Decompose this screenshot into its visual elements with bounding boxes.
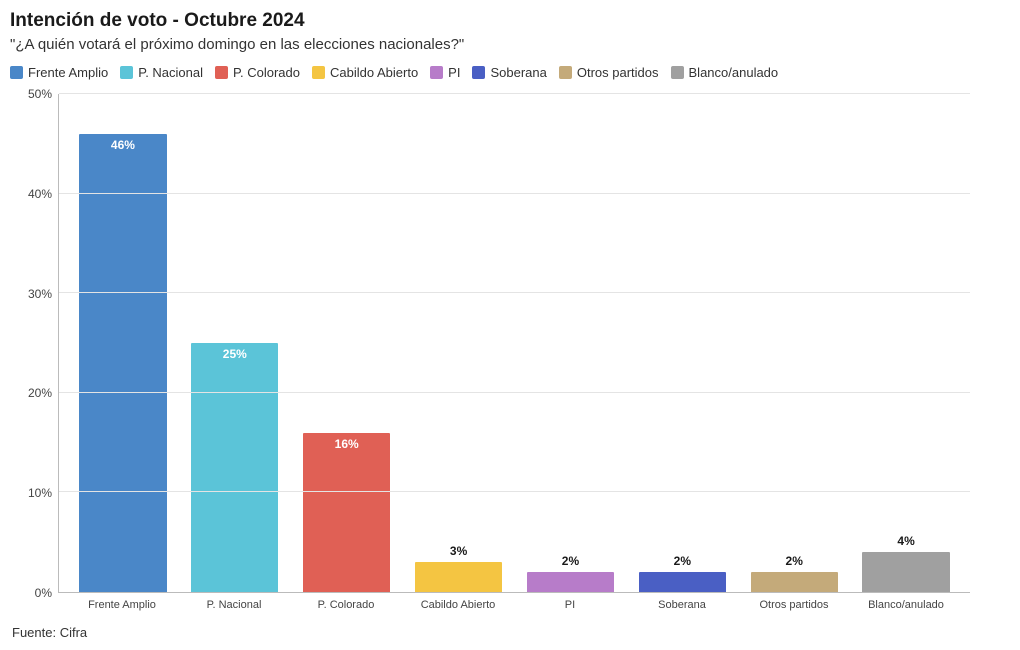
bar: 3%: [415, 562, 502, 592]
bar: 46%: [79, 134, 166, 592]
bar: 25%: [191, 343, 278, 592]
legend-item: Blanco/anulado: [671, 65, 779, 80]
chart-subtitle: "¿A quién votará el próximo domingo en l…: [10, 36, 1010, 53]
x-axis-label: PI: [514, 593, 626, 611]
legend-swatch: [215, 66, 228, 79]
legend: Frente Amplio P. Nacional P. Colorado Cabil…: [10, 65, 1010, 80]
x-axis-label: Otros partidos: [738, 593, 850, 611]
legend-swatch: [671, 66, 684, 79]
legend-item: Otros partidos: [559, 65, 659, 80]
y-tick: 0%: [12, 586, 52, 600]
y-tick: 30%: [12, 287, 52, 301]
bar-value-label: 16%: [335, 437, 359, 451]
legend-item: P. Nacional: [120, 65, 203, 80]
bars-container: 46% 25% 16% 3% 2% 2% 2% 4%: [59, 94, 970, 592]
grid-line: [59, 491, 970, 492]
legend-label: P. Nacional: [138, 65, 203, 80]
legend-item: Cabildo Abierto: [312, 65, 418, 80]
bar-value-label: 4%: [897, 534, 914, 548]
bar-slot: 25%: [179, 94, 291, 592]
legend-label: Frente Amplio: [28, 65, 108, 80]
legend-label: P. Colorado: [233, 65, 300, 80]
bar-value-label: 2%: [674, 554, 691, 568]
y-tick: 40%: [12, 187, 52, 201]
grid-line: [59, 392, 970, 393]
legend-label: Blanco/anulado: [689, 65, 779, 80]
bar-value-label: 46%: [111, 138, 135, 152]
legend-item: PI: [430, 65, 460, 80]
x-axis-label: Blanco/anulado: [850, 593, 962, 611]
legend-swatch: [10, 66, 23, 79]
y-axis: 0%10%20%30%40%50%: [10, 94, 58, 593]
legend-swatch: [312, 66, 325, 79]
x-axis-label: Frente Amplio: [66, 593, 178, 611]
x-axis-label: Cabildo Abierto: [402, 593, 514, 611]
x-axis-label: Soberana: [626, 593, 738, 611]
bar-value-label: 25%: [223, 347, 247, 361]
bar: 4%: [862, 552, 949, 592]
plot-area: 46% 25% 16% 3% 2% 2% 2% 4%: [58, 94, 970, 593]
chart-source: Fuente: Cifra: [12, 625, 1010, 640]
bar-slot: 2%: [515, 94, 627, 592]
bar: 2%: [639, 572, 726, 592]
legend-label: PI: [448, 65, 460, 80]
bar-slot: 4%: [850, 94, 962, 592]
bar: 2%: [751, 572, 838, 592]
y-tick: 20%: [12, 386, 52, 400]
bar-slot: 46%: [67, 94, 179, 592]
y-tick: 10%: [12, 486, 52, 500]
bar-slot: 2%: [626, 94, 738, 592]
grid-line: [59, 292, 970, 293]
bar-value-label: 2%: [562, 554, 579, 568]
legend-item: Soberana: [472, 65, 546, 80]
legend-swatch: [120, 66, 133, 79]
bar-slot: 3%: [403, 94, 515, 592]
grid-line: [59, 193, 970, 194]
legend-swatch: [430, 66, 443, 79]
plot: 0%10%20%30%40%50% 46%25%16%3%2%2%2%4%: [10, 94, 1010, 593]
legend-label: Soberana: [490, 65, 546, 80]
x-axis-labels: Frente AmplioP. NacionalP. ColoradoCabil…: [58, 593, 970, 611]
legend-swatch: [472, 66, 485, 79]
bar-value-label: 2%: [786, 554, 803, 568]
chart-title: Intención de voto - Octubre 2024: [10, 10, 1010, 32]
voting-intention-chart: Intención de voto - Octubre 2024 "¿A qui…: [10, 10, 1010, 640]
legend-item: Frente Amplio: [10, 65, 108, 80]
legend-item: P. Colorado: [215, 65, 300, 80]
bar-slot: 16%: [291, 94, 403, 592]
bar: 16%: [303, 433, 390, 592]
legend-label: Otros partidos: [577, 65, 659, 80]
bar-slot: 2%: [738, 94, 850, 592]
bar-value-label: 3%: [450, 544, 467, 558]
x-axis-label: P. Nacional: [178, 593, 290, 611]
legend-swatch: [559, 66, 572, 79]
grid-line: [59, 93, 970, 94]
bar: 2%: [527, 572, 614, 592]
x-axis-label: P. Colorado: [290, 593, 402, 611]
legend-label: Cabildo Abierto: [330, 65, 418, 80]
y-tick: 50%: [12, 87, 52, 101]
